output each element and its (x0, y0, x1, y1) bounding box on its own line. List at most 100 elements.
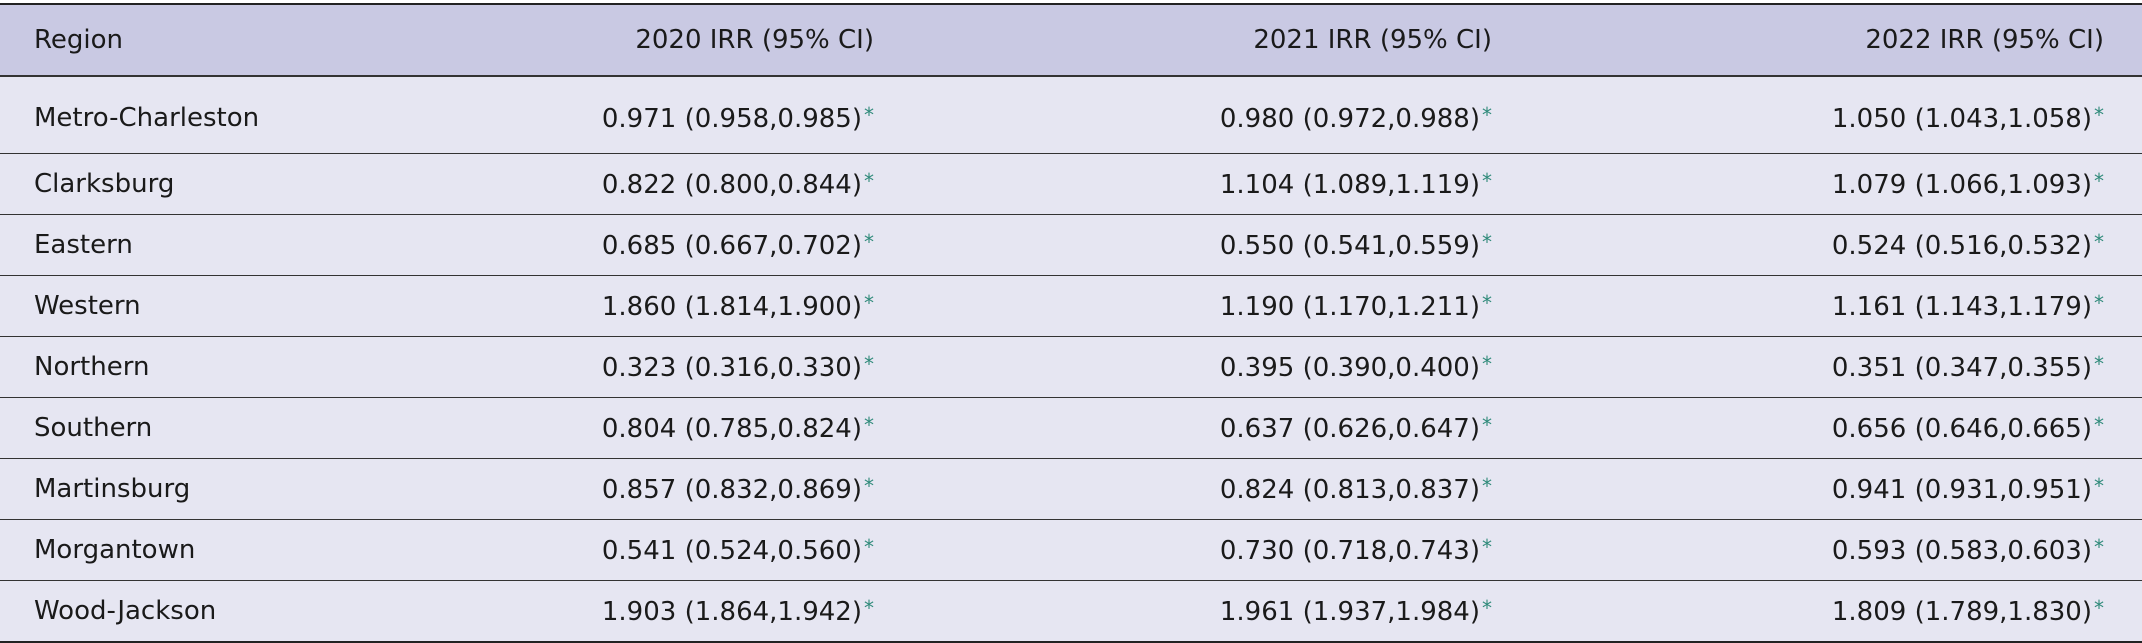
significance-marker: * (2094, 412, 2104, 437)
significance-marker: * (864, 595, 874, 620)
significance-marker: * (2094, 229, 2104, 254)
region-cell: Morgantown (0, 519, 300, 581)
irr-cell: 0.971 (0.958,0.985) * (300, 76, 900, 154)
significance-marker: * (864, 102, 874, 127)
table-row: Clarksburg 0.822 (0.800,0.844) * 1.104 (1.0… (0, 153, 2142, 215)
irr-cell: 0.980 (0.972,0.988) * (900, 76, 1518, 154)
irr-value: 1.104 (1.089,1.119) (1219, 169, 1480, 200)
irr-value: 0.323 (0.316,0.330) (601, 352, 862, 383)
irr-cell: 0.824 (0.813,0.837) * (900, 458, 1518, 520)
significance-marker: * (864, 473, 874, 498)
significance-marker: * (2094, 168, 2104, 193)
irr-value: 0.637 (0.626,0.647) (1219, 413, 1480, 444)
significance-marker: * (2094, 290, 2104, 315)
table-container: Region 2020 IRR (95% CI) 2021 IRR (95% CI)… (0, 3, 2142, 643)
table-row: Morgantown 0.541 (0.524,0.560) * 0.730 (0.7… (0, 519, 2142, 581)
region-cell: Clarksburg (0, 153, 300, 215)
table-body: Metro-Charleston 0.971 (0.958,0.985) * 0.98… (0, 76, 2142, 641)
irr-cell: 1.190 (1.170,1.211) * (900, 275, 1518, 337)
significance-marker: * (864, 168, 874, 193)
significance-marker: * (1482, 168, 1492, 193)
column-header: 2022 IRR (95% CI) (1518, 5, 2142, 77)
irr-value: 1.809 (1.789,1.830) (1831, 596, 2092, 627)
irr-cell: 1.104 (1.089,1.119) * (900, 153, 1518, 215)
header-row: Region 2020 IRR (95% CI) 2021 IRR (95% CI)… (0, 5, 2142, 77)
significance-marker: * (1482, 351, 1492, 376)
irr-value: 0.541 (0.524,0.560) (601, 535, 862, 566)
irr-value: 0.656 (0.646,0.665) (1831, 413, 2092, 444)
significance-marker: * (2094, 595, 2104, 620)
irr-cell: 0.593 (0.583,0.603) * (1518, 519, 2142, 581)
irr-value: 0.804 (0.785,0.824) (601, 413, 862, 444)
region-cell: Northern (0, 336, 300, 398)
irr-value: 1.161 (1.143,1.179) (1831, 291, 2092, 322)
irr-cell: 0.804 (0.785,0.824) * (300, 397, 900, 459)
irr-cell: 1.050 (1.043,1.058) * (1518, 76, 2142, 154)
irr-cell: 0.351 (0.347,0.355) * (1518, 336, 2142, 398)
significance-marker: * (2094, 102, 2104, 127)
region-cell: Martinsburg (0, 458, 300, 520)
irr-value: 0.857 (0.832,0.869) (601, 474, 862, 505)
irr-value: 1.050 (1.043,1.058) (1831, 103, 2092, 134)
irr-cell: 1.809 (1.789,1.830) * (1518, 581, 2142, 642)
irr-value: 0.730 (0.718,0.743) (1219, 535, 1480, 566)
significance-marker: * (1482, 102, 1492, 127)
table-row: Eastern 0.685 (0.667,0.702) * 0.550 (0.541,… (0, 214, 2142, 276)
irr-table: Region 2020 IRR (95% CI) 2021 IRR (95% CI)… (0, 5, 2142, 641)
significance-marker: * (1482, 290, 1492, 315)
significance-marker: * (1482, 473, 1492, 498)
table-row: Wood-Jackson 1.903 (1.864,1.942) * 1.961 (1… (0, 581, 2142, 642)
irr-cell: 1.079 (1.066,1.093) * (1518, 153, 2142, 215)
irr-cell: 0.730 (0.718,0.743) * (900, 519, 1518, 581)
region-cell: Eastern (0, 214, 300, 276)
irr-value: 1.961 (1.937,1.984) (1219, 596, 1480, 627)
irr-cell: 0.822 (0.800,0.844) * (300, 153, 900, 215)
significance-marker: * (1482, 534, 1492, 559)
table-row: Martinsburg 0.857 (0.832,0.869) * 0.824 (0.… (0, 458, 2142, 520)
region-cell: Wood-Jackson (34, 596, 217, 626)
irr-value: 1.079 (1.066,1.093) (1831, 169, 2092, 200)
irr-cell: 0.395 (0.390,0.400) * (900, 336, 1518, 398)
irr-cell: 0.323 (0.316,0.330) * (300, 336, 900, 398)
irr-value: 0.685 (0.667,0.702) (601, 230, 862, 261)
irr-cell: 0.541 (0.524,0.560) * (300, 519, 900, 581)
irr-value: 0.524 (0.516,0.532) (1831, 230, 2092, 261)
column-header: Region (0, 5, 300, 77)
significance-marker: * (1482, 229, 1492, 254)
significance-marker: * (2094, 351, 2104, 376)
significance-marker: * (864, 351, 874, 376)
significance-marker: * (864, 412, 874, 437)
significance-marker: * (864, 534, 874, 559)
irr-cell: 0.685 (0.667,0.702) * (300, 214, 900, 276)
irr-value: 0.824 (0.813,0.837) (1219, 474, 1480, 505)
irr-value: 0.980 (0.972,0.988) (1219, 103, 1480, 134)
irr-cell: 0.857 (0.832,0.869) * (300, 458, 900, 520)
irr-cell: 1.161 (1.143,1.179) * (1518, 275, 2142, 337)
irr-cell: 0.941 (0.931,0.951) * (1518, 458, 2142, 520)
significance-marker: * (2094, 534, 2104, 559)
significance-marker: * (1482, 412, 1492, 437)
table-row: Metro-Charleston 0.971 (0.958,0.985) * 0.98… (0, 76, 2142, 154)
irr-value: 0.971 (0.958,0.985) (601, 103, 862, 134)
region-cell: Western (0, 275, 300, 337)
irr-value: 0.351 (0.347,0.355) (1831, 352, 2092, 383)
table-row: Northern 0.323 (0.316,0.330) * 0.395 (0.390… (0, 336, 2142, 398)
irr-cell: 1.961 (1.937,1.984) * (900, 581, 1518, 642)
table-row: Southern 0.804 (0.785,0.824) * 0.637 (0.626… (0, 397, 2142, 459)
significance-marker: * (864, 290, 874, 315)
table-row: Western 1.860 (1.814,1.900) * 1.190 (1.170,… (0, 275, 2142, 337)
column-header: 2020 IRR (95% CI) (300, 5, 900, 77)
irr-cell: 0.524 (0.516,0.532) * (1518, 214, 2142, 276)
irr-value: 0.593 (0.583,0.603) (1831, 535, 2092, 566)
region-cell: Southern (0, 397, 300, 459)
irr-cell: 0.656 (0.646,0.665) * (1518, 397, 2142, 459)
irr-value: 1.860 (1.814,1.900) (601, 291, 862, 322)
irr-cell: 1.860 (1.814,1.900) * (300, 275, 900, 337)
irr-value: 1.903 (1.864,1.942) (601, 596, 862, 627)
irr-value: 0.395 (0.390,0.400) (1219, 352, 1480, 383)
significance-marker: * (864, 229, 874, 254)
irr-value: 0.550 (0.541,0.559) (1219, 230, 1480, 261)
irr-cell: 1.903 (1.864,1.942) * (300, 581, 900, 642)
irr-value: 1.190 (1.170,1.211) (1219, 291, 1480, 322)
